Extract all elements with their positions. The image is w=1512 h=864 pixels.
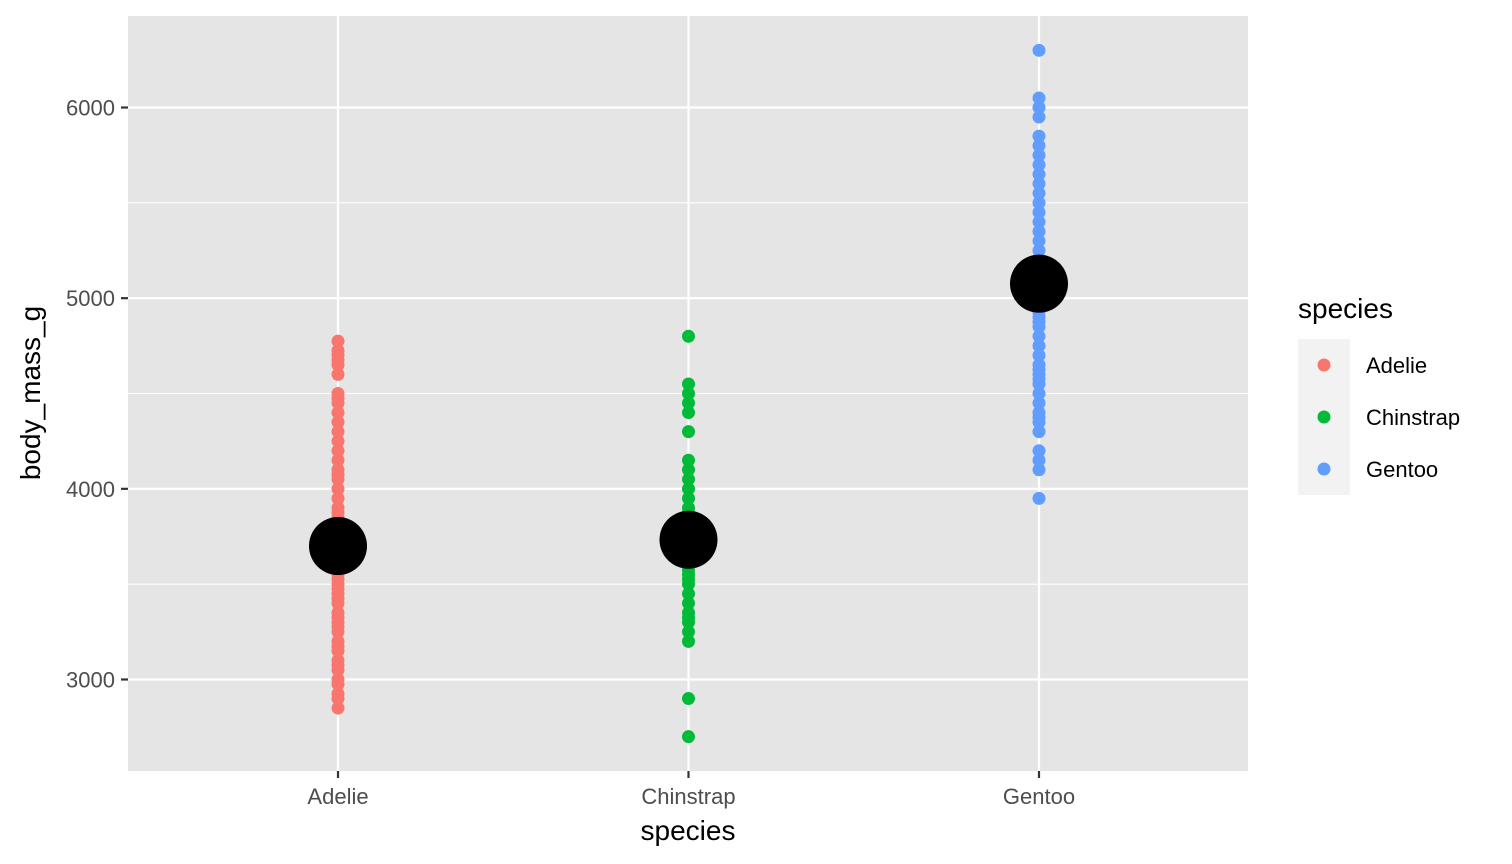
data-point [1032,186,1046,200]
legend-key [1317,410,1331,424]
data-point [1032,215,1046,229]
y-axis: 3000 4000 5000 6000 [66,96,128,692]
data-point [1032,43,1046,57]
data-point [331,606,345,620]
data-point [1032,387,1046,400]
data-point [682,387,695,400]
data-point [331,434,345,448]
data-point [1032,329,1046,343]
summary-points [309,254,1068,576]
data-point [1032,425,1046,439]
legend-key [1317,462,1331,476]
data-point [331,653,345,667]
x-tick-label: Adelie [307,784,368,809]
data-point [682,472,695,486]
data-point [331,482,345,496]
data-point [1032,396,1046,410]
x-axis: Adelie Chinstrap Gentoo [307,771,1075,809]
legend-key [1317,358,1331,372]
legend-label: Adelie [1366,353,1427,378]
legend-items: Adelie Chinstrap Gentoo [1317,353,1460,482]
data-point [682,463,695,477]
data-point [1032,453,1046,467]
data-point [1032,406,1046,420]
data-point [331,367,345,381]
data-point [682,396,695,410]
data-point [1032,463,1046,477]
summary-point [309,517,367,576]
data-point [331,453,345,467]
data-point [682,596,695,610]
data-point [1032,444,1046,458]
data-point [682,453,695,467]
data-point [682,625,695,639]
data-point [682,634,695,648]
legend-title: species [1298,293,1393,324]
data-point [1032,491,1046,505]
data-point [682,491,695,505]
data-point [331,491,345,505]
data-point [1032,91,1046,105]
legend-label: Chinstrap [1366,405,1460,430]
data-point [682,730,695,744]
y-tick-label: 4000 [66,477,115,502]
data-point [331,415,345,429]
summary-point [1010,254,1068,313]
data-point [331,387,345,400]
data-point [1032,348,1046,362]
legend: species Adelie Chinstrap Gentoo [1298,293,1460,495]
data-point [331,406,345,420]
data-point [1032,234,1046,248]
data-point [331,463,345,477]
data-point [682,329,695,343]
data-point [331,444,345,458]
data-point [682,425,695,439]
data-point [682,377,695,391]
y-tick-label: 3000 [66,667,115,692]
data-point [1032,205,1046,219]
data-point [1032,148,1046,162]
data-point [682,406,695,420]
data-point [1032,101,1046,115]
data-point [331,344,345,358]
data-point [331,672,345,686]
data-point [1032,358,1046,372]
x-axis-title: species [641,815,736,846]
y-tick-label: 6000 [66,96,115,121]
data-point [1032,339,1046,353]
data-point [1032,129,1046,143]
data-point [1032,244,1046,258]
legend-label: Gentoo [1366,457,1438,482]
data-point [331,701,345,715]
x-tick-label: Gentoo [1003,784,1075,809]
data-point [1032,158,1046,172]
data-point [1032,177,1046,191]
data-point [331,425,345,439]
data-point [331,634,345,648]
y-axis-title: body_mass_g [15,306,46,480]
data-point [682,692,695,706]
data-point [682,606,695,620]
data-point [1032,110,1046,124]
data-point [1032,139,1046,153]
x-tick-label: Chinstrap [641,784,735,809]
data-point [1032,196,1046,210]
data-point [331,334,345,348]
data-point [682,482,695,496]
data-point [1032,224,1046,238]
summary-point [659,510,718,569]
data-point [682,587,695,601]
data-point [331,687,345,701]
data-point [331,501,345,515]
data-point [1032,167,1046,181]
y-tick-label: 5000 [66,286,115,311]
